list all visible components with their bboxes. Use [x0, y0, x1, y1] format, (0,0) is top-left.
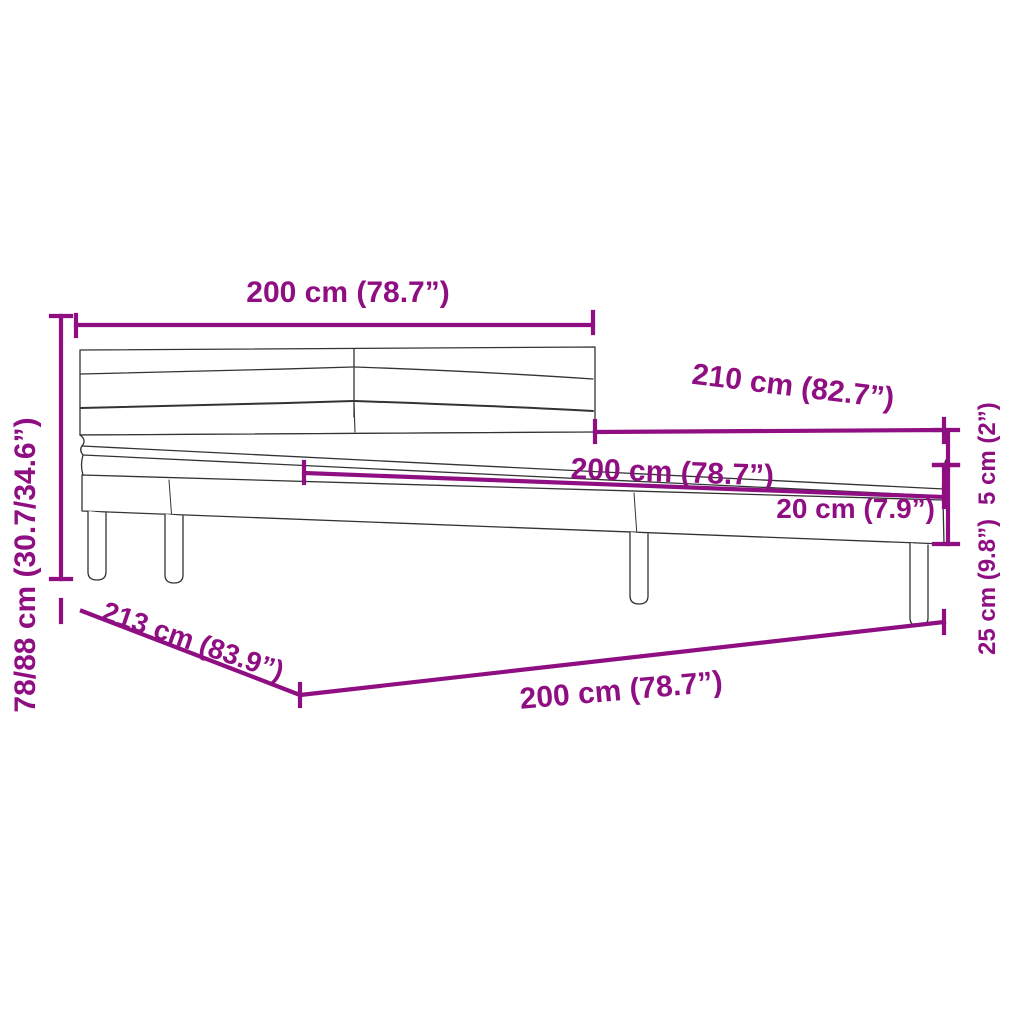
svg-text:25 cm (9.8”): 25 cm (9.8”): [974, 519, 1001, 655]
svg-text:200 cm (78.7”): 200 cm (78.7”): [246, 276, 449, 309]
svg-text:20 cm (7.9”): 20 cm (7.9”): [776, 493, 935, 524]
svg-text:78/88 cm (30.7/34.6”): 78/88 cm (30.7/34.6”): [9, 417, 42, 712]
svg-text:5 cm (2”): 5 cm (2”): [974, 402, 1001, 505]
